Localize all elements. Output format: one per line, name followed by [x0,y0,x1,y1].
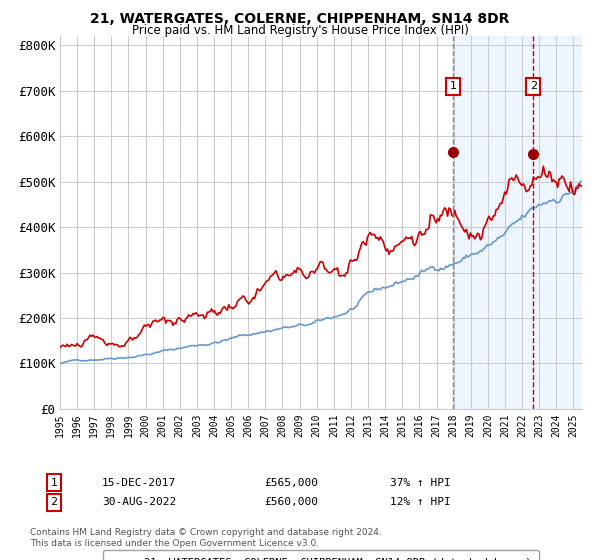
Text: 37% ↑ HPI: 37% ↑ HPI [390,478,451,488]
Text: 1: 1 [449,81,457,91]
Text: £565,000: £565,000 [264,478,318,488]
Text: 1: 1 [50,478,58,488]
Text: Price paid vs. HM Land Registry's House Price Index (HPI): Price paid vs. HM Land Registry's House … [131,24,469,37]
Text: 30-AUG-2022: 30-AUG-2022 [102,497,176,507]
Text: 2: 2 [50,497,58,507]
Text: 15-DEC-2017: 15-DEC-2017 [102,478,176,488]
Text: Contains HM Land Registry data © Crown copyright and database right 2024.
This d: Contains HM Land Registry data © Crown c… [30,528,382,548]
Text: 2: 2 [530,81,537,91]
Bar [453,36,590,409]
Text: 21, WATERGATES, COLERNE, CHIPPENHAM, SN14 8DR: 21, WATERGATES, COLERNE, CHIPPENHAM, SN1… [91,12,509,26]
Text: £560,000: £560,000 [264,497,318,507]
Legend: 21, WATERGATES, COLERNE, CHIPPENHAM, SN14 8DR (detached house), HPI: Average pri: 21, WATERGATES, COLERNE, CHIPPENHAM, SN1… [103,550,539,560]
Text: 12% ↑ HPI: 12% ↑ HPI [390,497,451,507]
